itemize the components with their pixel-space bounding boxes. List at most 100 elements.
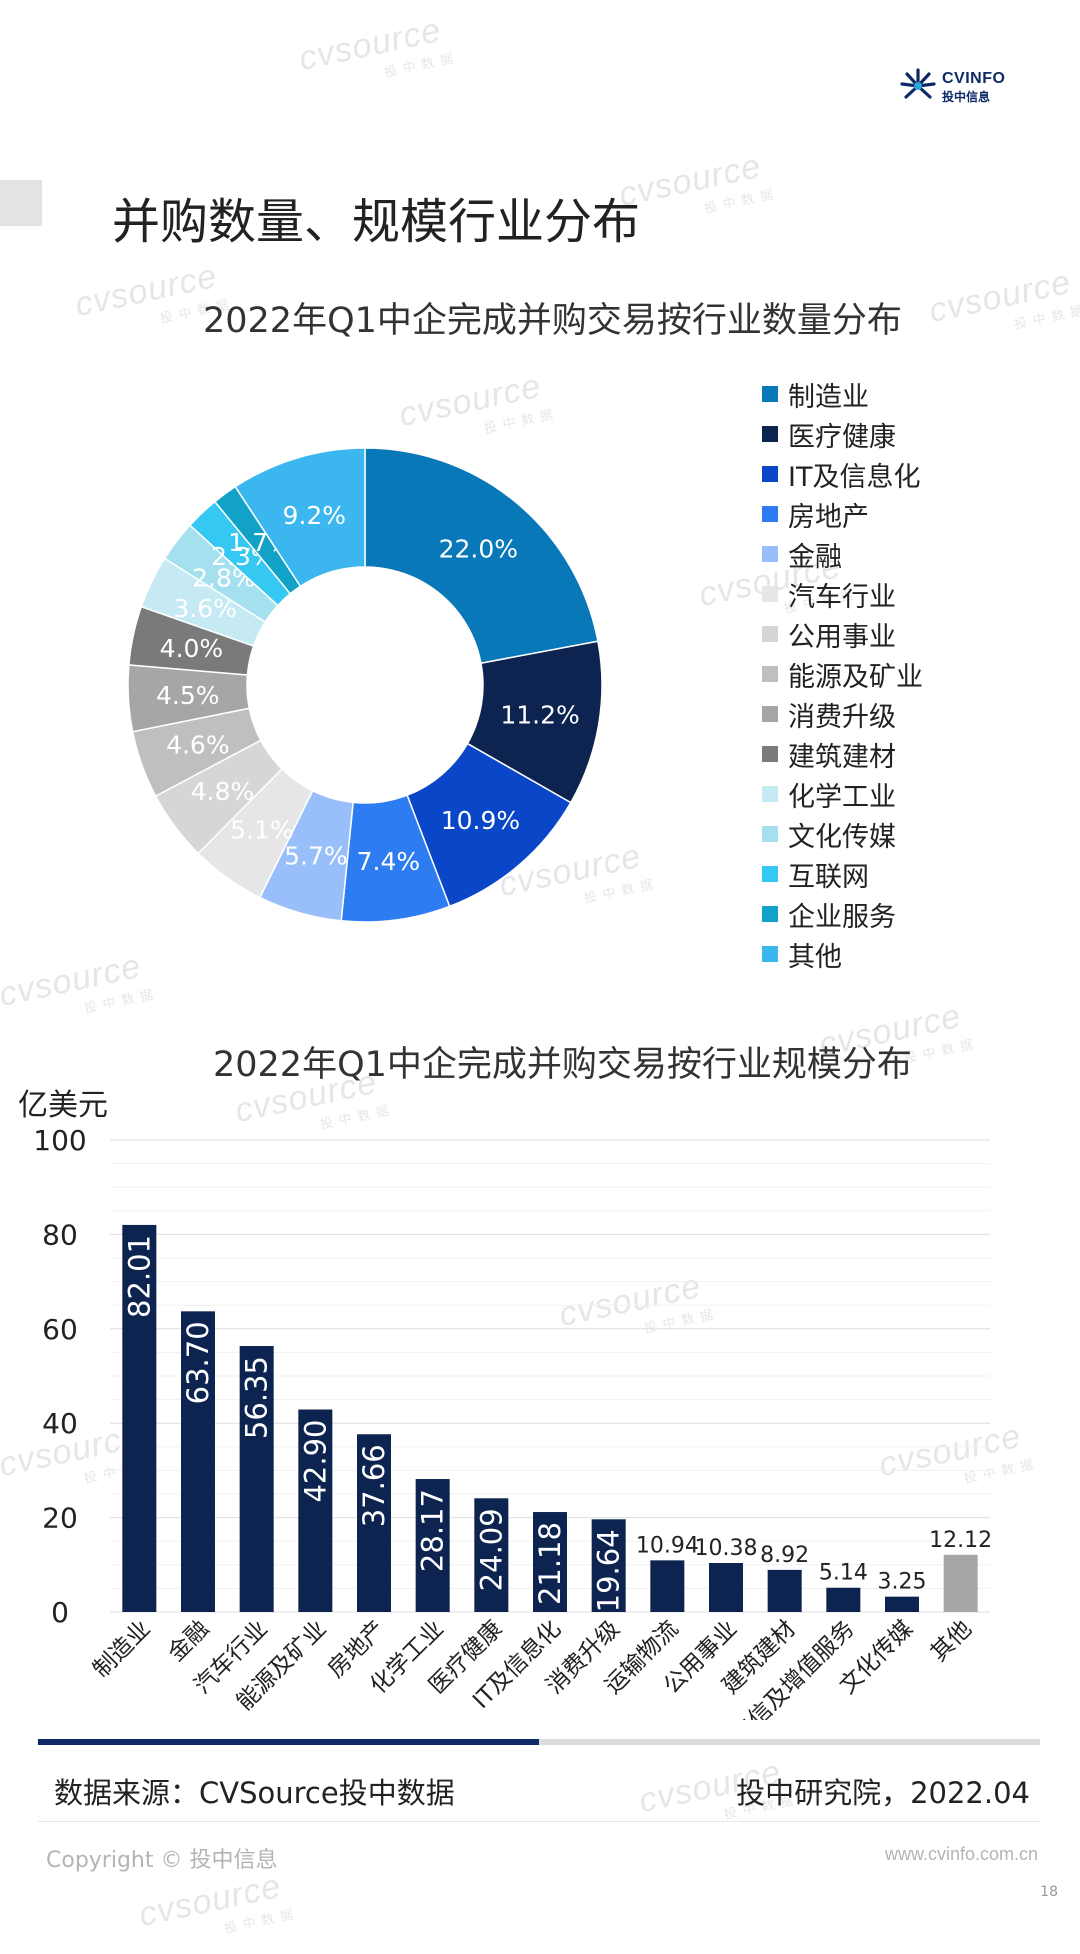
bar <box>122 1224 157 1612</box>
donut-slice <box>234 447 366 588</box>
legend-item: 文化传媒 <box>762 814 923 854</box>
slice-label: 5.7% <box>284 842 348 871</box>
slice-label: 4.6% <box>166 731 230 760</box>
title-marker <box>0 180 42 226</box>
slice-label: 4.5% <box>156 681 220 710</box>
y-axis-unit: 亿美元 <box>18 1088 108 1123</box>
bar-value-label: 82.01 <box>122 1235 156 1318</box>
legend-swatch <box>762 506 778 522</box>
legend-label: 制造业 <box>788 381 869 413</box>
data-source: 数据来源：CVSource投中数据 <box>54 1776 455 1810</box>
legend-swatch <box>762 746 778 762</box>
bar-value-label: 28.17 <box>416 1489 450 1572</box>
legend-item: 建筑建材 <box>762 734 923 774</box>
legend-item: 企业服务 <box>762 894 923 934</box>
brand-name: CVINFO <box>942 70 1006 87</box>
x-tick-label: 制造业 <box>88 1616 155 1683</box>
slice-label: 4.8% <box>191 777 255 806</box>
bar <box>357 1434 391 1612</box>
bar-value-label: 56.35 <box>240 1356 274 1439</box>
bar-chart: 02040608010082.01制造业63.70金融56.35汽车行业42.9… <box>33 1124 992 1720</box>
copyright: Copyright © 投中信息 <box>46 1848 278 1873</box>
progress-fill <box>38 1739 539 1745</box>
slice-label: 7.4% <box>357 847 421 876</box>
legend-swatch <box>762 906 778 922</box>
bar <box>943 1554 978 1612</box>
cvinfo-logo: CVINFO 投中信息 <box>898 66 1016 106</box>
legend-item: 金融 <box>762 534 923 574</box>
legend-swatch <box>762 626 778 642</box>
watermark: cvsource 投中数据 <box>135 1866 301 1936</box>
legend-label: 文化传媒 <box>788 821 896 853</box>
y-tick-label: 40 <box>42 1407 78 1440</box>
bar-value-label: 10.38 <box>695 1536 758 1561</box>
slice-label: 9.2% <box>283 501 347 530</box>
legend-label: 企业服务 <box>788 901 896 933</box>
legend-item: 医疗健康 <box>762 414 923 454</box>
legend-label: 其他 <box>788 941 842 973</box>
watermark: cvsource 投中数据 <box>925 262 1080 332</box>
legend-item: 互联网 <box>762 854 923 894</box>
legend-swatch <box>762 386 778 402</box>
slice-label: 10.9% <box>441 806 520 835</box>
legend-swatch <box>762 426 778 442</box>
bar <box>650 1560 685 1612</box>
bar <box>298 1409 333 1612</box>
bar-value-label: 8.92 <box>760 1543 809 1568</box>
slice-label: 4.0% <box>160 634 224 663</box>
bar <box>415 1479 450 1612</box>
y-tick-label: 60 <box>42 1313 78 1346</box>
x-tick-label: 金融 <box>163 1616 214 1667</box>
legend-item: 能源及矿业 <box>762 654 923 694</box>
legend-swatch <box>762 466 778 482</box>
divider <box>38 1821 1040 1822</box>
legend-swatch <box>762 826 778 842</box>
bar-value-label: 21.18 <box>533 1522 567 1605</box>
donut-slice <box>364 447 599 665</box>
bar <box>181 1311 215 1612</box>
legend-item: 房地产 <box>762 494 923 534</box>
bar <box>591 1519 626 1612</box>
slice-label: 11.2% <box>500 700 579 729</box>
legend-label: 能源及矿业 <box>788 661 923 693</box>
bar <box>767 1569 802 1612</box>
page-title: 并购数量、规模行业分布 <box>112 194 641 250</box>
bar-chart-title: 2022年Q1中企完成并购交易按行业规模分布 <box>213 1045 912 1085</box>
y-tick-label: 100 <box>33 1124 86 1157</box>
bar <box>533 1512 567 1612</box>
legend-item: IT及信息化 <box>762 454 923 494</box>
page-number: 18 <box>1040 1884 1058 1900</box>
legend-label: 互联网 <box>788 861 869 893</box>
brand-sub: 投中信息 <box>942 90 991 104</box>
bar <box>826 1587 861 1612</box>
donut-legend: 制造业 医疗健康 IT及信息化 房地产 金融 汽车行业 公用事业 能源及矿业 消费升级 建筑建材化… <box>762 374 923 974</box>
donut-chart-title: 2022年Q1中企完成并购交易按行业数量分布 <box>203 301 902 341</box>
legend-item: 化学工业 <box>762 774 923 814</box>
bar-value-label: 63.70 <box>181 1321 215 1404</box>
bar-value-label: 10.94 <box>636 1533 699 1558</box>
legend-swatch <box>762 666 778 682</box>
legend-swatch <box>762 586 778 602</box>
legend-label: 汽车行业 <box>788 581 896 613</box>
website-link[interactable]: www.cvinfo.com.cn <box>884 1844 1038 1864</box>
watermark: cvsource 投中数据 <box>615 146 781 216</box>
x-tick-label: 其他 <box>926 1616 977 1667</box>
starburst-icon <box>900 68 936 99</box>
legend-swatch <box>762 546 778 562</box>
legend-swatch <box>762 866 778 882</box>
legend-label: 建筑建材 <box>788 741 896 773</box>
legend-item: 汽车行业 <box>762 574 923 614</box>
legend-label: 金融 <box>788 541 842 573</box>
bar <box>885 1596 919 1612</box>
watermark: cvsource 投中数据 <box>0 946 161 1016</box>
bar <box>239 1346 274 1612</box>
slice-label: 5.1% <box>230 815 294 844</box>
legend-label: 房地产 <box>788 501 869 533</box>
bar-value-label: 12.12 <box>929 1528 992 1553</box>
bar-value-label: 24.09 <box>474 1508 508 1591</box>
legend-swatch <box>762 706 778 722</box>
legend-item: 制造业 <box>762 374 923 414</box>
y-tick-label: 80 <box>42 1218 78 1251</box>
legend-swatch <box>762 946 778 962</box>
bar-value-label: 3.25 <box>878 1570 927 1595</box>
